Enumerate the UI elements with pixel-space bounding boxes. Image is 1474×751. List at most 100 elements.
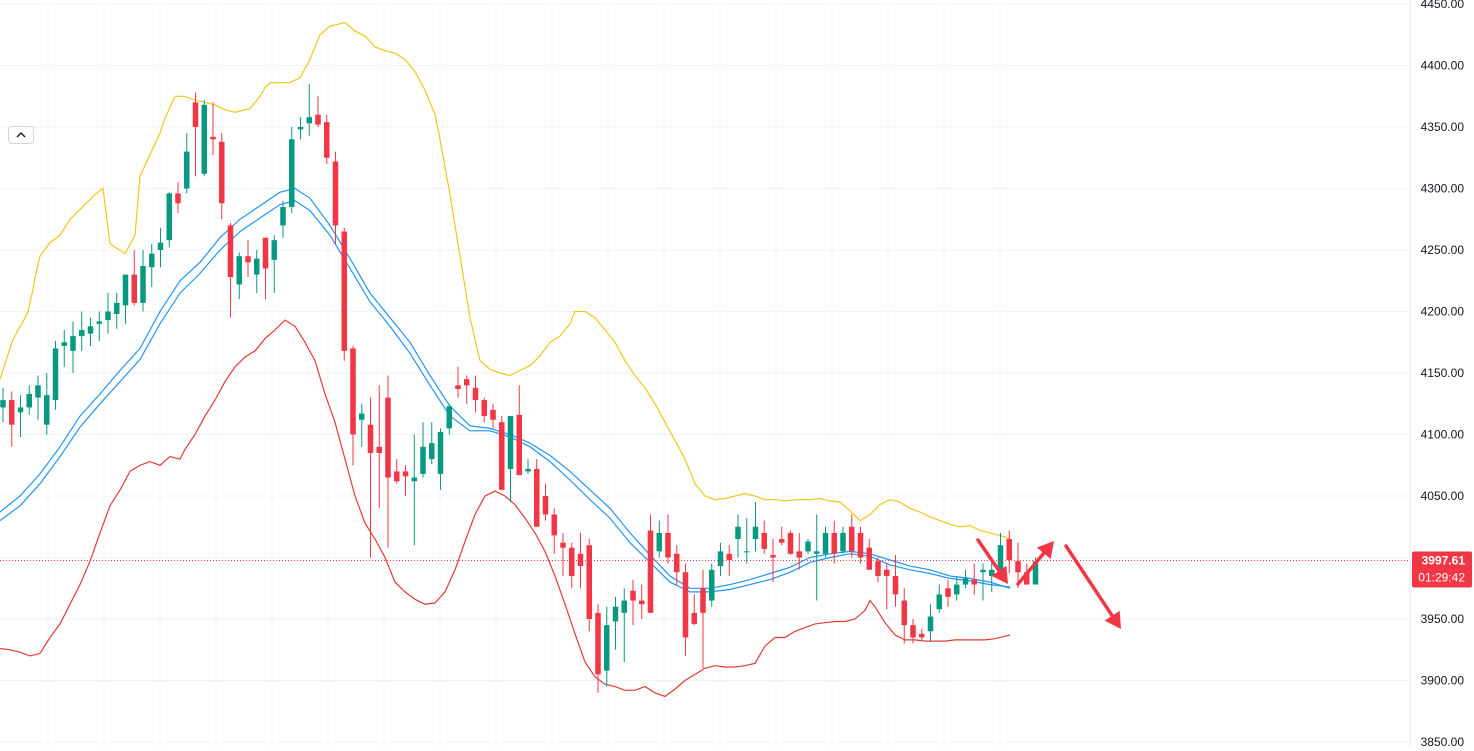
- candle: [866, 539, 872, 570]
- candle: [367, 397, 374, 558]
- candle-body: [87, 326, 94, 334]
- candle: [752, 502, 759, 552]
- candle-body: [262, 237, 269, 269]
- price-axis-background: [1410, 0, 1474, 746]
- annotation-arrow-up: [1016, 541, 1054, 586]
- annotation-arrow-down-2: [1064, 544, 1121, 629]
- candle: [481, 397, 487, 423]
- candle: [149, 243, 155, 287]
- candle: [376, 385, 382, 509]
- candle: [621, 588, 627, 663]
- candle: [822, 526, 829, 558]
- chevron-up-icon: [16, 132, 26, 138]
- candle: [647, 514, 654, 613]
- candle: [464, 375, 470, 404]
- candle: [455, 366, 461, 398]
- candle-body: [551, 514, 557, 536]
- candle-body: [350, 348, 356, 435]
- price-axis[interactable]: 3850.003900.003950.004000.004050.004100.…: [1409, 0, 1474, 749]
- candle-body: [464, 379, 470, 386]
- candle: [691, 594, 697, 626]
- candle: [385, 375, 391, 548]
- candle: [612, 596, 619, 650]
- indicator-lines: [0, 21, 1011, 698]
- candle: [674, 545, 680, 585]
- current-price-label: 3997.61: [1422, 553, 1466, 567]
- candle: [245, 240, 251, 278]
- candle-body: [227, 225, 234, 278]
- candle: [17, 395, 24, 437]
- candle: [682, 563, 689, 656]
- candle-body: [814, 551, 820, 554]
- candle-body: [717, 551, 724, 567]
- candle: [166, 192, 172, 248]
- candle: [656, 520, 662, 558]
- candle-body: [297, 127, 304, 130]
- price-tick-label: 4050.00: [1421, 489, 1465, 503]
- candle: [472, 375, 479, 413]
- candle: [429, 422, 435, 465]
- candle: [297, 117, 304, 140]
- candle-body: [472, 387, 479, 401]
- candle: [735, 514, 741, 558]
- candle-body: [910, 625, 916, 638]
- countdown-label: 01:29:42: [1418, 570, 1465, 584]
- candle: [901, 588, 907, 644]
- candle-body: [989, 569, 995, 576]
- candle-body: [114, 302, 120, 314]
- candle-body: [1006, 539, 1012, 560]
- candle-body: [621, 600, 627, 613]
- candle-body: [647, 530, 654, 613]
- candle: [280, 200, 286, 238]
- candle-body: [184, 151, 190, 189]
- candle-body: [332, 161, 339, 226]
- candle-body: [376, 446, 382, 453]
- candle: [744, 518, 750, 564]
- candle: [787, 530, 794, 556]
- candle-body: [131, 274, 137, 303]
- candle-body: [770, 555, 776, 558]
- candle-body: [875, 561, 881, 576]
- candle-body: [44, 395, 50, 425]
- candle-body: [700, 588, 706, 613]
- candle-body: [954, 584, 960, 595]
- candle-body: [962, 578, 969, 585]
- candle-body: [166, 193, 172, 241]
- price-tick-label: 4300.00: [1421, 182, 1465, 196]
- annotation-arrow-down: [976, 538, 1008, 584]
- candle-body: [630, 590, 636, 601]
- candle-body: [919, 633, 925, 638]
- candle: [761, 520, 767, 554]
- candle: [499, 416, 505, 490]
- candle-body: [779, 539, 785, 543]
- candle: [44, 373, 50, 435]
- candle: [604, 606, 610, 687]
- candle-body: [236, 256, 242, 285]
- candle: [577, 532, 584, 589]
- candle: [857, 526, 864, 564]
- candle-body: [105, 311, 111, 321]
- candle: [122, 274, 129, 324]
- candle-body: [245, 256, 251, 263]
- candle: [210, 102, 216, 156]
- candle: [0, 387, 6, 423]
- candle: [630, 579, 636, 626]
- candle: [595, 604, 601, 693]
- candle-body: [674, 553, 680, 573]
- candle-body: [79, 329, 85, 337]
- price-tick-label: 4200.00: [1421, 305, 1465, 319]
- candle-body: [901, 600, 907, 626]
- collapse-button[interactable]: [8, 126, 34, 144]
- candle: [1015, 542, 1021, 589]
- arrow-head: [1036, 541, 1054, 560]
- candle: [236, 252, 242, 300]
- candle: [954, 575, 960, 601]
- candle-body: [315, 114, 321, 125]
- candle-body: [52, 348, 59, 401]
- candle-body: [455, 385, 461, 389]
- candle-body: [271, 240, 277, 260]
- candle-body: [735, 526, 741, 540]
- candle: [700, 569, 706, 669]
